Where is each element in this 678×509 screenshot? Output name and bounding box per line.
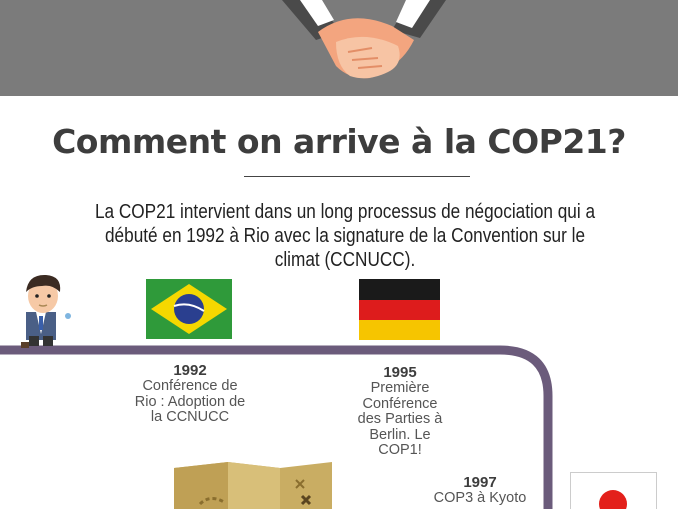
intro-text: La COP21 intervient dans un long process… — [94, 201, 596, 271]
title-divider — [244, 176, 470, 177]
event-description: Première Conférence des Parties à Berlin… — [357, 380, 443, 458]
timeline-event-1995: 1995 Première Conférence des Parties à B… — [330, 364, 470, 459]
event-year: 1995 — [383, 364, 417, 381]
header-banner — [0, 0, 678, 96]
japan-flag-icon — [570, 472, 657, 509]
timeline-event-1997: 1997 COP3 à Kyoto — [412, 474, 548, 507]
event-year: 1992 — [173, 362, 207, 379]
germany-flag-icon — [359, 279, 440, 340]
map-icon — [174, 462, 332, 509]
event-description: Conférence de Rio : Adoption de la CCNUC… — [134, 378, 246, 425]
brazil-flag-icon — [146, 279, 232, 339]
businessman-icon — [21, 274, 71, 348]
timeline-event-1992: 1992 Conférence de Rio : Adoption de la … — [120, 362, 260, 426]
event-description: COP3 à Kyoto — [433, 490, 527, 506]
handshake-icon — [282, 0, 446, 79]
event-year: 1997 — [463, 474, 497, 491]
page-title: Comment on arrive à la COP21? — [52, 122, 626, 161]
